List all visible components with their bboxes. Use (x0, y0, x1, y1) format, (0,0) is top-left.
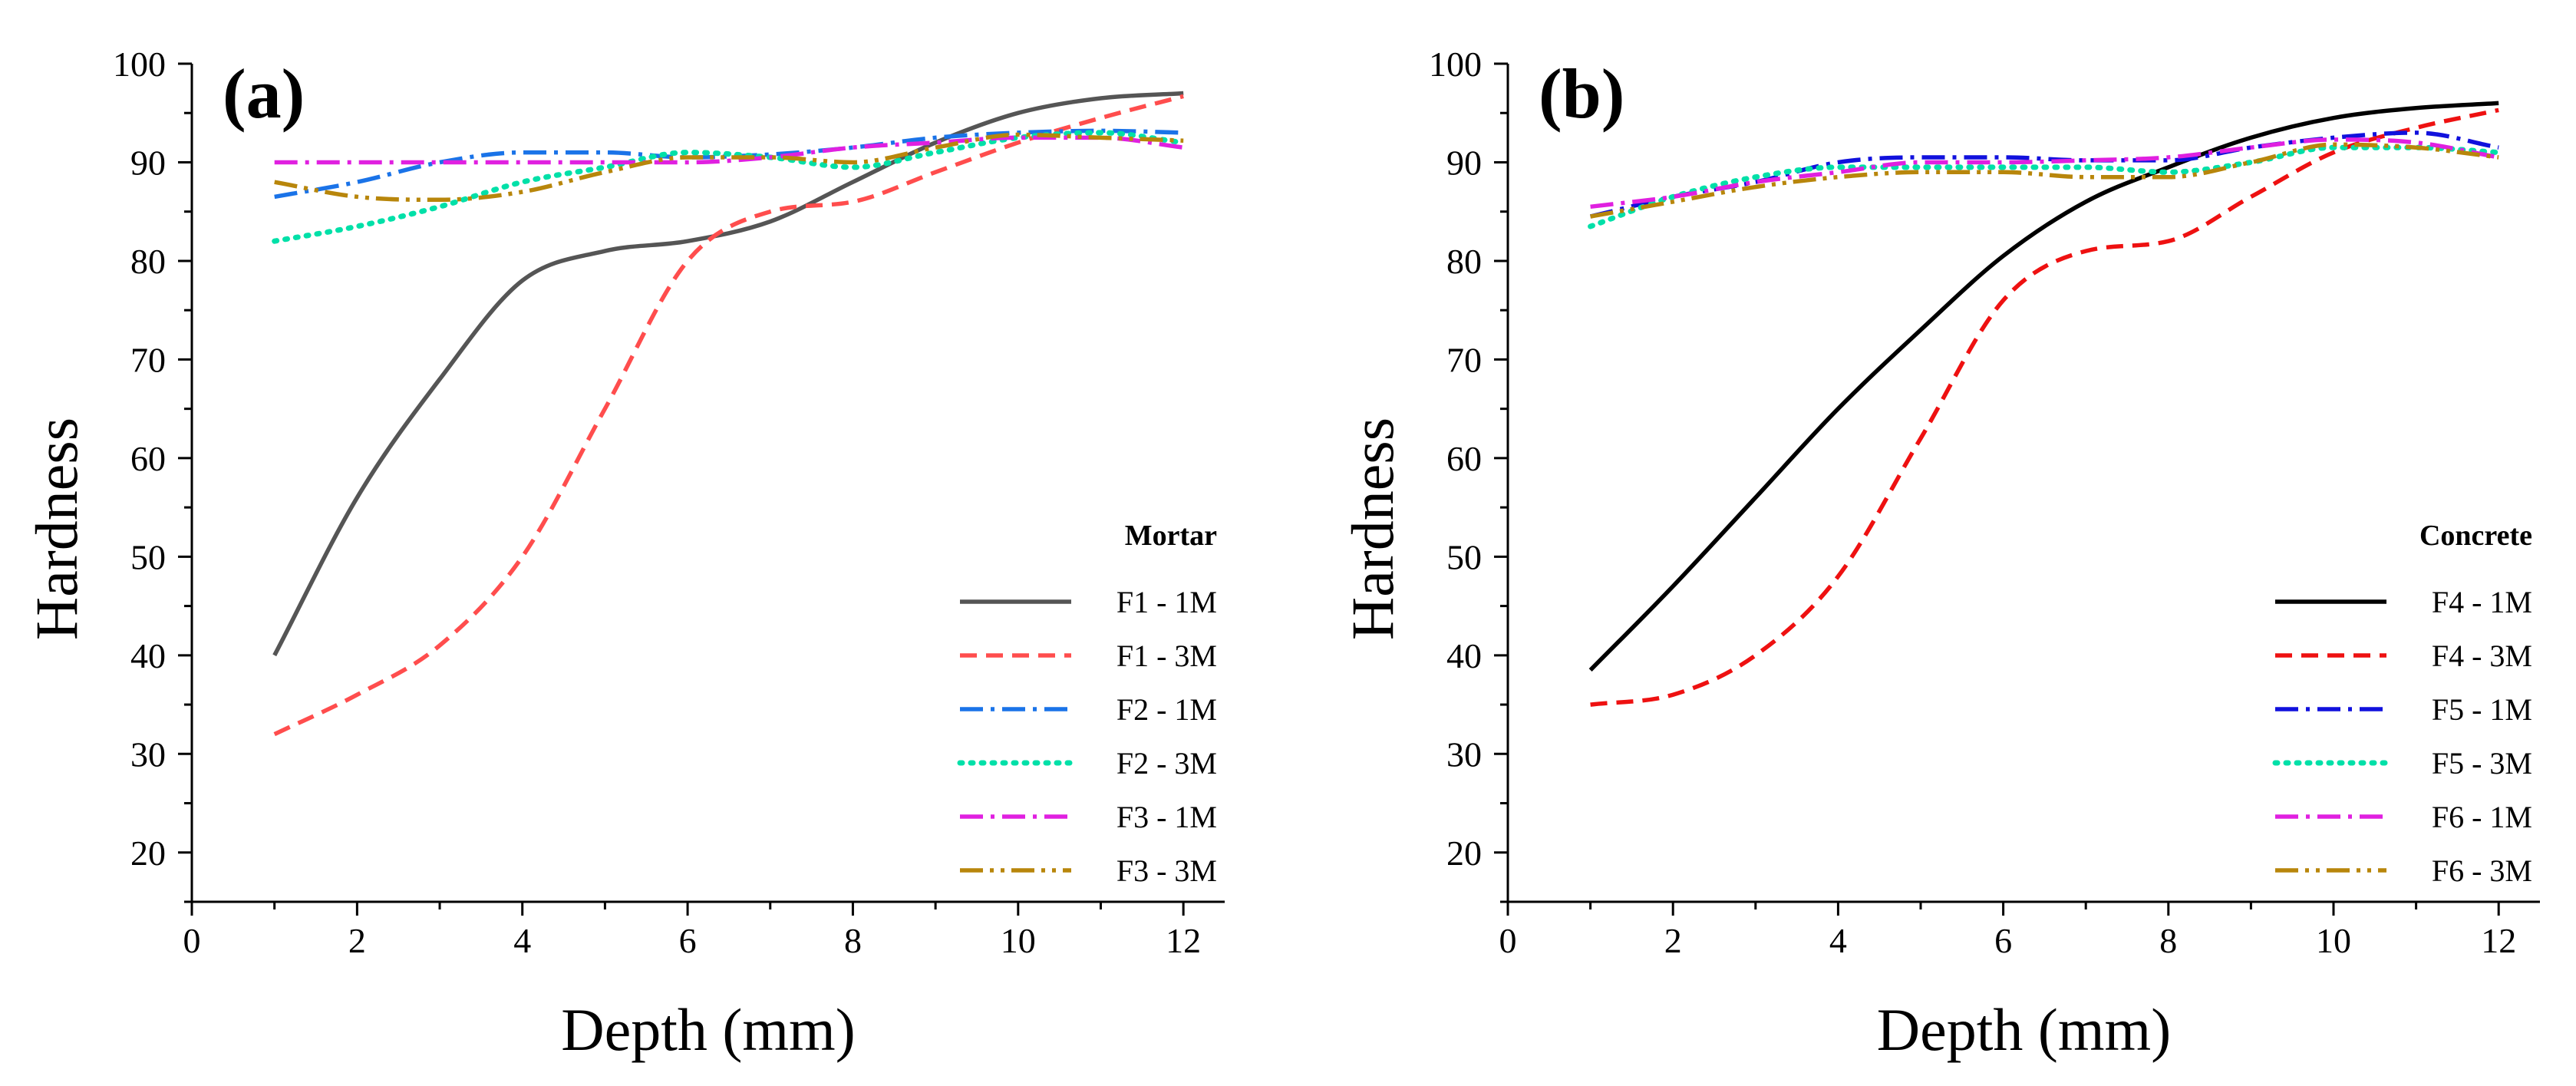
series-line-f4-3m (1590, 107, 2499, 707)
legend-title: Mortar (1125, 520, 1217, 552)
x-axis-title: Depth (mm) (1877, 996, 2171, 1063)
chart-panel-b: 0 2 4 6 8 10 12 20 30 40 50 60 70 80 90 100 Depth (mm) Ha… (1339, 45, 2540, 1063)
legend-entry-label: F4 - 3M (2432, 639, 2532, 673)
legend-entry-label: F1 - 3M (1116, 639, 1217, 673)
y-tick-label: 30 (1446, 734, 1482, 774)
series-line-f6-3m (1590, 142, 2499, 219)
y-tick-label: 50 (130, 537, 166, 576)
x-tick-label: 8 (844, 921, 862, 960)
y-tick-label: 70 (130, 340, 166, 379)
series-line-f1-1m (272, 91, 1184, 657)
x-tick-label: 6 (679, 921, 697, 960)
legend-entry-label: F2 - 1M (1116, 692, 1217, 727)
y-tick-label: 80 (130, 242, 166, 281)
y-tick-label: 40 (130, 636, 166, 675)
x-tick-label: 0 (1499, 921, 1517, 960)
series-line-f1-3m (273, 94, 1184, 737)
y-tick-label: 80 (1446, 242, 1482, 281)
y-tick-label: 40 (1446, 636, 1482, 675)
legend: Mortar F1 - 1M F1 - 3M F2 - 1M F2 - 3M F3 - 1… (957, 520, 1217, 888)
series-line-f3-3m (274, 132, 1184, 203)
y-tick-label: 60 (130, 439, 166, 478)
x-tick-label: 12 (2481, 921, 2516, 960)
panel-label: (a) (223, 54, 305, 133)
x-tick-label: 10 (2316, 921, 2351, 960)
y-tick-label: 90 (1446, 143, 1482, 182)
legend-entry-label: F5 - 3M (2432, 746, 2532, 781)
y-axis-title: Hardness (23, 418, 90, 640)
legend-entry-label: F1 - 1M (1116, 585, 1217, 619)
legend-entry-label: F4 - 1M (2432, 585, 2532, 619)
x-axis-title: Depth (mm) (561, 996, 855, 1063)
legend-title: Concrete (2419, 520, 2532, 552)
y-tick-label: 50 (1446, 537, 1482, 576)
y-tick-label: 90 (130, 143, 166, 182)
y-tick-label: 30 (130, 734, 166, 774)
legend-entry-label: F2 - 3M (1116, 746, 1217, 781)
y-tick-label: 20 (1446, 833, 1482, 873)
y-tick-label: 60 (1446, 439, 1482, 478)
y-axis-title: Hardness (1339, 418, 1406, 640)
x-tick-label: 6 (1994, 921, 2012, 960)
legend-entry-label: F6 - 1M (2432, 800, 2532, 834)
legend: Concrete F4 - 1M F4 - 3M F5 - 1M F5 - 3M F6 -… (2272, 520, 2532, 888)
legend-entry-label: F6 - 3M (2432, 853, 2532, 888)
x-tick-label: 2 (1664, 921, 1682, 960)
series-line-f5-3m (1588, 144, 2502, 229)
legend-entry-label: F3 - 1M (1116, 800, 1217, 834)
y-tick-label: 70 (1446, 340, 1482, 379)
x-tick-label: 8 (2159, 921, 2177, 960)
series-line-f2-1m (274, 128, 1184, 200)
x-tick-label: 12 (1166, 921, 1201, 960)
panel-label: (b) (1539, 54, 1624, 133)
x-tick-label: 0 (183, 921, 201, 960)
series-line-f4-1m (1588, 101, 2499, 672)
series-line-f3-1m (274, 135, 1184, 165)
x-tick-label: 4 (1829, 921, 1847, 960)
series-line-f6-1m (1590, 137, 2499, 210)
x-tick-label: 10 (1001, 921, 1036, 960)
chart-panel-a: 0 2 4 6 8 10 12 20 30 40 50 60 70 80 90 100 Depth (mm) Ha… (23, 45, 1225, 1063)
legend-entry-label: F5 - 1M (2432, 692, 2532, 727)
y-tick-label: 100 (1429, 45, 1482, 84)
legend-entry-label: F3 - 3M (1116, 853, 1217, 888)
x-tick-label: 4 (513, 921, 531, 960)
y-tick-label: 100 (113, 45, 166, 84)
x-tick-label: 2 (348, 921, 366, 960)
y-tick-label: 20 (130, 833, 166, 873)
